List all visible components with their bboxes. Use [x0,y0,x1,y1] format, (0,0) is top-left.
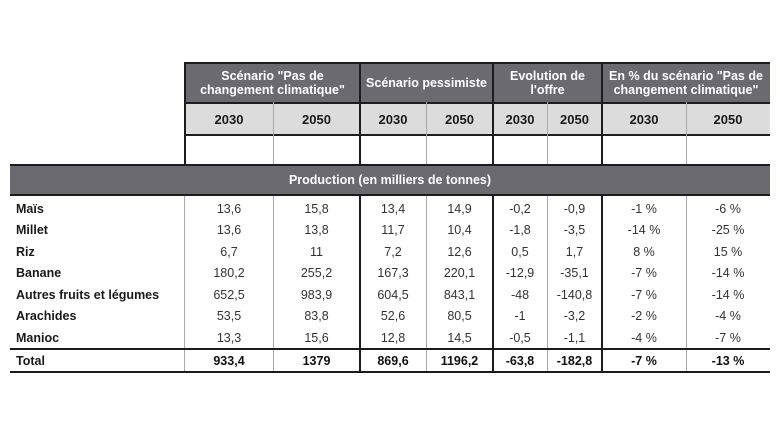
table-cell: -48 [510,287,530,302]
table-cell: 13,6 [216,223,242,238]
year-header: 2050 [426,102,493,134]
table-cell: 80,5 [447,309,472,324]
total-cell: 933,4 [213,353,245,368]
table-cell: 220,1 [443,266,476,281]
table-cell: -1,8 [509,223,531,238]
table-cell: -1,1 [563,330,586,345]
table-cell: -7 % [631,266,657,281]
table-cell: 83,8 [304,309,329,324]
table-cell: 167,3 [377,266,409,281]
table-cell: -7 % [631,287,657,302]
row-label: Millet [16,223,48,238]
table-cell: 13,6 [216,201,242,216]
table-cell: 652,5 [213,287,245,302]
blank-row [185,134,770,164]
table-cell: 0,5 [511,244,529,259]
table-cell: -0,2 [509,201,531,216]
table-cell: 1,7 [565,244,584,259]
table-cell: -4 % [631,330,657,345]
table-cell: -1 [514,309,526,324]
row-label: Maïs [16,201,44,216]
total-label: Total [16,353,45,368]
table-cell: -1 % [631,201,657,216]
total-cell: -63,8 [505,353,535,368]
table-cell: -25 % [711,223,745,238]
row-label: Banane [16,266,62,281]
table-cell: -14 % [711,266,745,281]
table-cell: -35,1 [560,266,589,281]
table-cell: 11 [310,244,323,259]
total-cell: -13 % [711,353,745,368]
table-cell: 7,2 [384,244,402,259]
year-header: 2050 [547,102,602,134]
group-header-pessimistic: Scénario pessimiste [360,62,493,102]
table-cell: 15,6 [304,330,329,345]
table-cell: -0,5 [509,330,531,345]
year-header: 2030 [185,102,273,134]
year-header: 2030 [602,102,686,134]
table-cell: -140,8 [556,287,593,302]
table-cell: -6 % [715,201,741,216]
row-label: Riz [16,244,35,259]
table-cell: 15,8 [304,201,329,216]
table-cell: 10,4 [447,223,472,238]
table-cell: -3,5 [563,223,586,238]
total-cell: 1379 [302,353,331,368]
total-cell: 869,6 [377,353,409,368]
table-cell: 983,9 [300,287,333,302]
year-header: 2030 [360,102,426,134]
year-header: 2050 [686,102,770,134]
row-label: Arachides [16,309,77,324]
table-cell: 8 % [633,244,655,259]
group-header-percent: En % du scénario "Pas de changement clim… [602,62,770,102]
total-cell: 1196,2 [440,353,479,368]
group-header-no-climate-change: Scénario "Pas de changement climatique" [185,62,360,102]
table-cell: -14 % [627,223,661,238]
total-cell: -7 % [631,353,657,368]
table-cell: 255,2 [300,266,333,281]
table-cell: 52,6 [380,309,406,324]
table-cell: 11,7 [381,223,405,238]
table-cell: 53,5 [216,309,242,324]
table-cell: 14,5 [447,330,472,345]
table-cell: -7 % [715,330,741,345]
table-cell: 12,8 [380,330,406,345]
row-label: Manioc [16,330,60,345]
table-cell: 6,7 [220,244,238,259]
table-cell: -3,2 [563,309,586,324]
table-cell: -14 % [711,287,745,302]
section-title-production: Production (en milliers de tonnes) [10,164,770,196]
table-cell: 14,9 [447,201,472,216]
group-header-supply-evolution: Evolution de l'offre [493,62,602,102]
table-cell: 843,1 [443,287,476,302]
table-cell: -2 % [631,309,657,324]
table-cell: 13,8 [304,223,329,238]
table-cell: 180,2 [213,266,245,281]
year-header: 2030 [493,102,547,134]
table-cell: 13,4 [380,201,406,216]
year-header: 2050 [273,102,360,134]
table-cell: 15 % [713,244,743,259]
table-cell: -12,9 [505,266,535,281]
table-cell: -4 % [715,309,741,324]
table-cell: 13,3 [216,330,242,345]
table-cell: 604,5 [377,287,409,302]
row-label: Autres fruits et légumes [16,287,160,302]
table-cell: 12,6 [447,244,472,259]
total-cell: -182,8 [556,353,593,368]
table-cell: -0,9 [563,201,586,216]
